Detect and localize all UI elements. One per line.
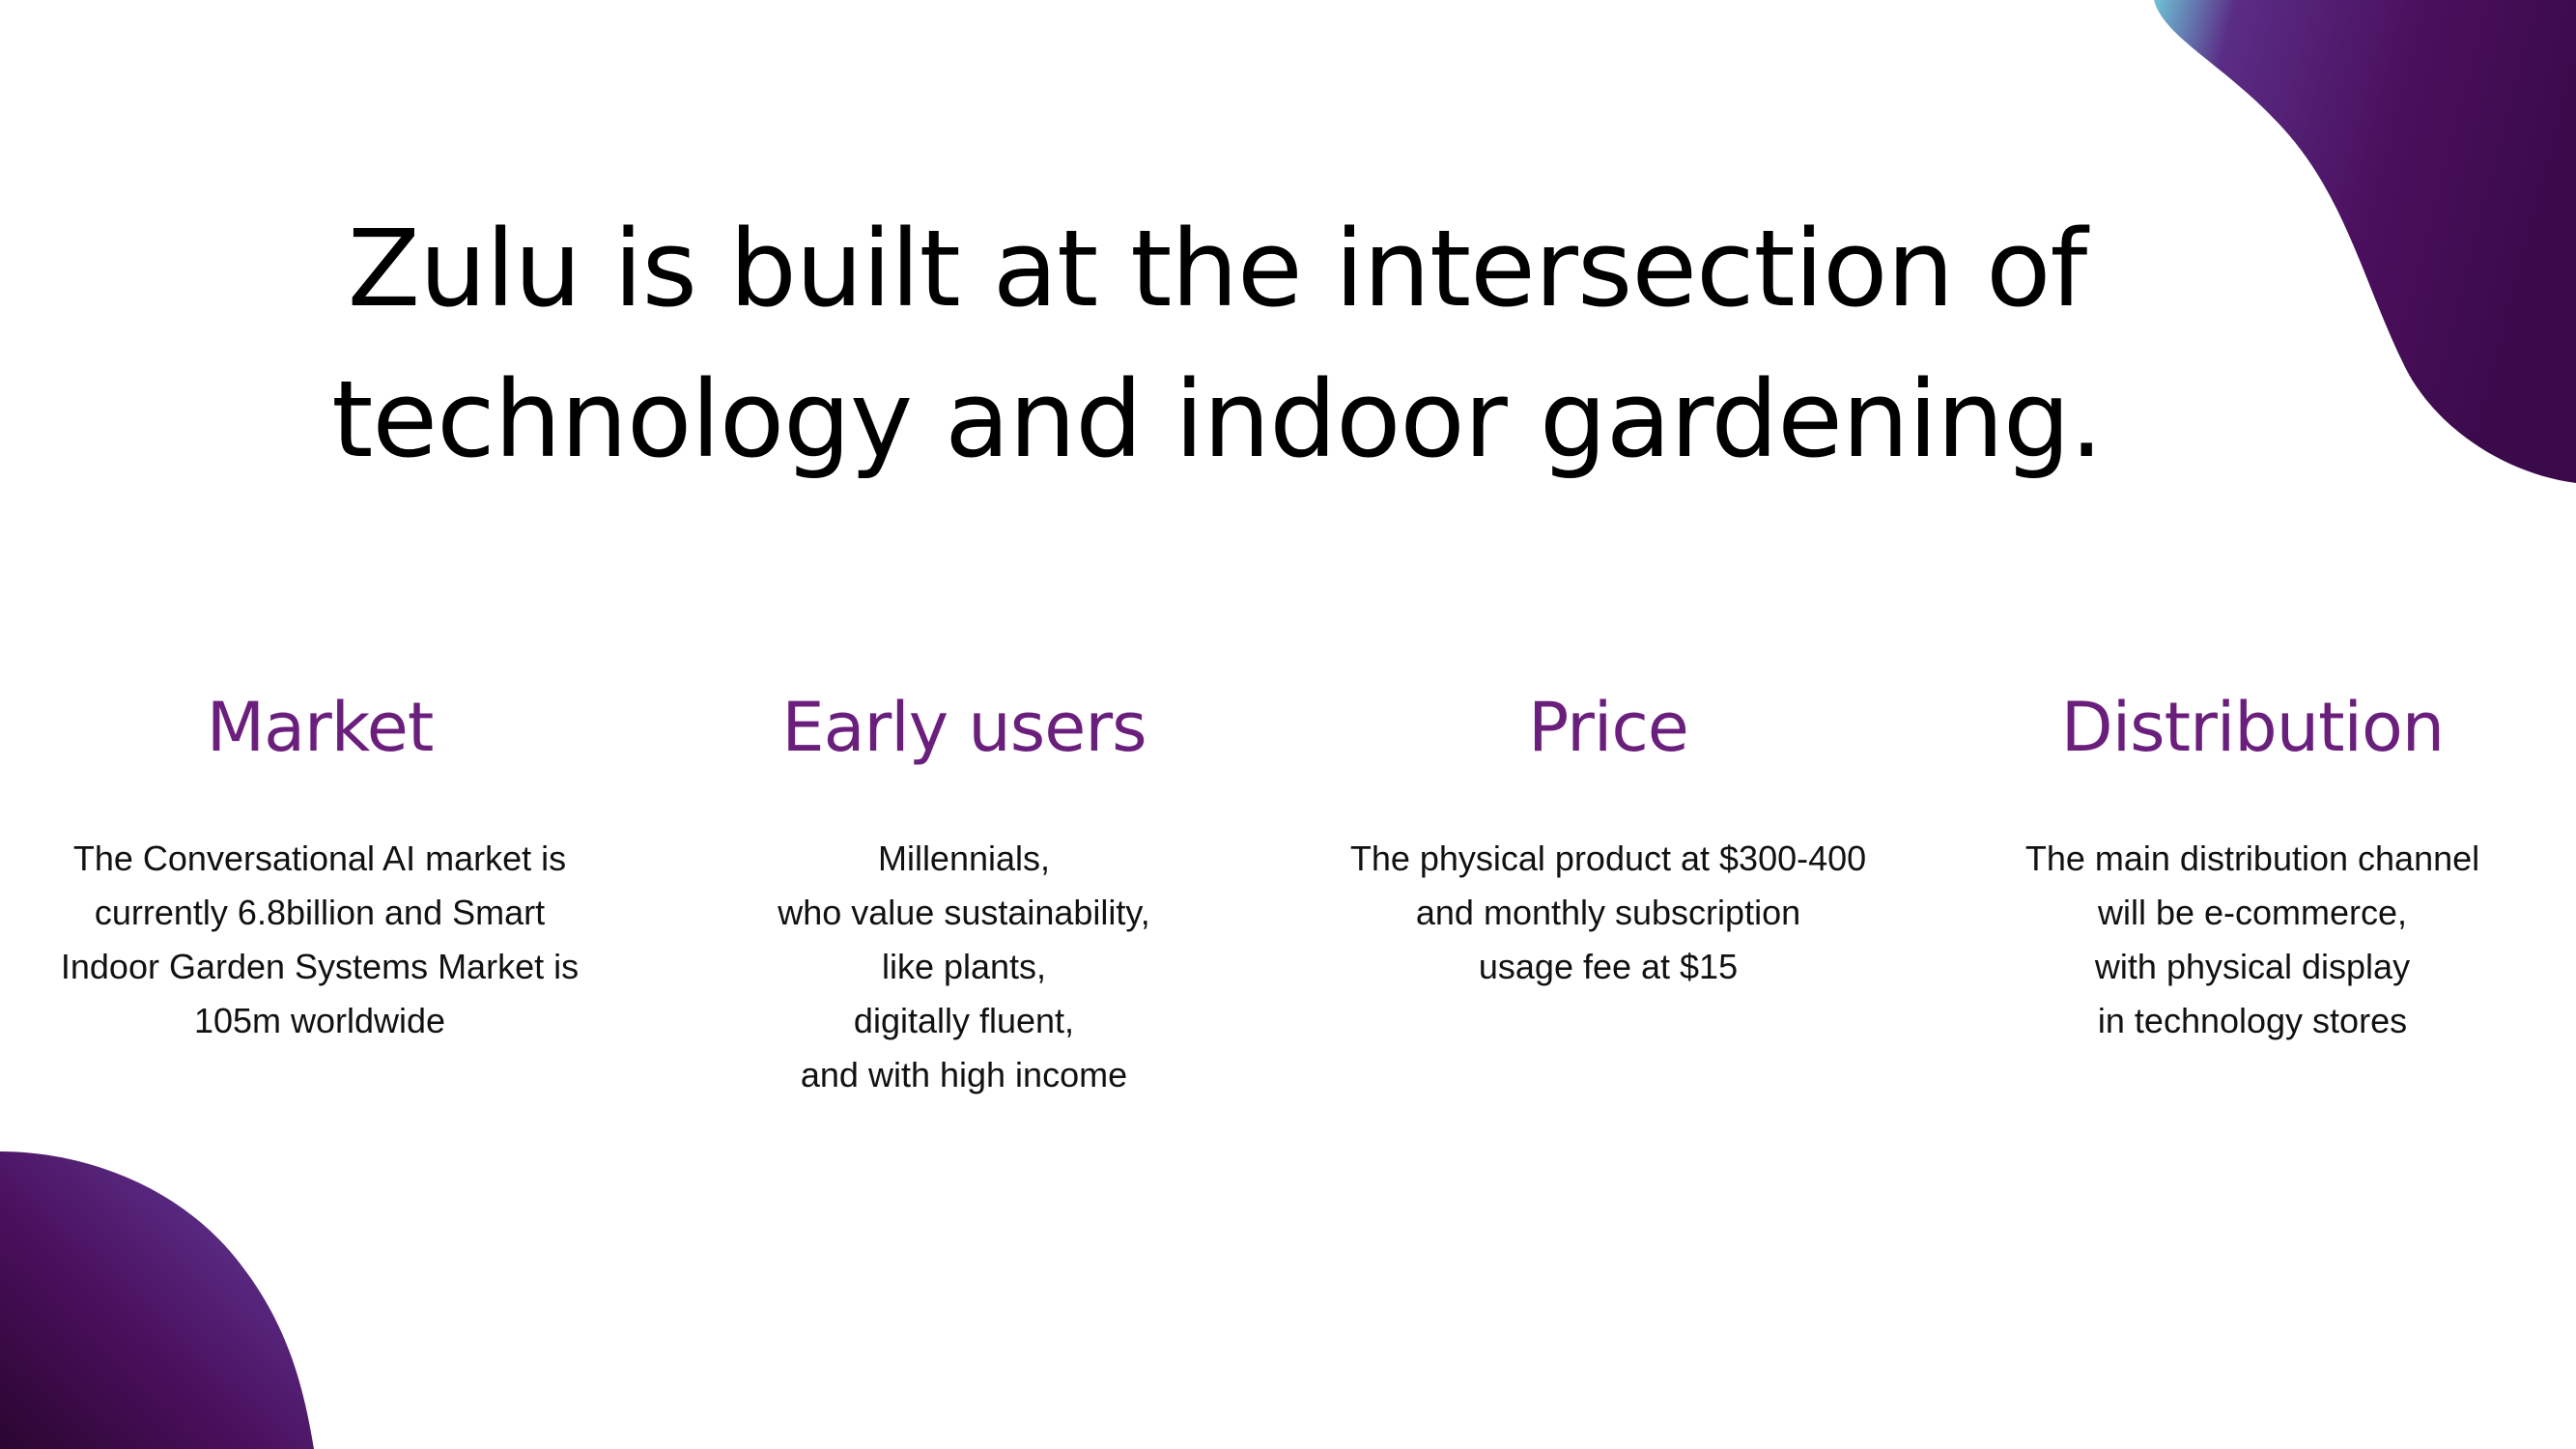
column-body-line: who value sustainability, <box>778 893 1150 932</box>
column-body: Millennials, who value sustainability, l… <box>674 832 1254 1102</box>
column-body-line: like plants, <box>881 947 1047 986</box>
column-price: Price The physical product at $300-400 a… <box>1318 681 1898 994</box>
column-title: Price <box>1528 688 1689 767</box>
column-body-line: The main distribution channel <box>2024 838 2480 878</box>
column-body-line: Millennials, <box>877 838 1051 878</box>
column-body-line: Indoor Garden Systems Market is <box>60 947 580 986</box>
headline-line-1: Zulu is built at the intersection of <box>347 207 2087 330</box>
column-body-line: usage fee at $15 <box>1478 947 1739 986</box>
column-title: Distribution <box>2060 688 2445 767</box>
column-body-line: in technology stores <box>2097 1001 2408 1040</box>
headline: Zulu is built at the intersection of tec… <box>290 193 2144 495</box>
column-body: The Conversational AI market is currentl… <box>30 832 609 1048</box>
column-body: The physical product at $300-400 and mon… <box>1318 832 1898 994</box>
column-body-line: 105m worldwide <box>193 1001 446 1040</box>
column-body-line: will be e-commerce, <box>2097 893 2408 932</box>
column-body-line: digitally fluent, <box>853 1001 1075 1040</box>
decorative-blob-top-right <box>2154 0 2576 483</box>
column-market: Market The Conversational AI market is c… <box>30 681 609 1048</box>
column-distribution: Distribution The main distribution chann… <box>1963 681 2542 1048</box>
decorative-blob-bottom-left <box>0 1151 314 1449</box>
feature-columns: Market The Conversational AI market is c… <box>0 681 2576 1164</box>
column-title: Early users <box>781 688 1146 767</box>
column-body-line: and with high income <box>800 1055 1128 1094</box>
column-body-line: The physical product at $300-400 <box>1349 838 1867 878</box>
column-title: Market <box>206 688 435 767</box>
column-body: The main distribution channel will be e-… <box>1963 832 2542 1048</box>
column-body-line: currently 6.8billion and Smart <box>94 893 546 932</box>
headline-line-2: technology and indoor gardening. <box>331 357 2103 481</box>
column-body-line: with physical display <box>2094 947 2411 986</box>
column-body-line: and monthly subscription <box>1415 893 1801 932</box>
column-early-users: Early users Millennials, who value susta… <box>674 681 1254 1102</box>
column-body-line: The Conversational AI market is <box>72 838 567 878</box>
